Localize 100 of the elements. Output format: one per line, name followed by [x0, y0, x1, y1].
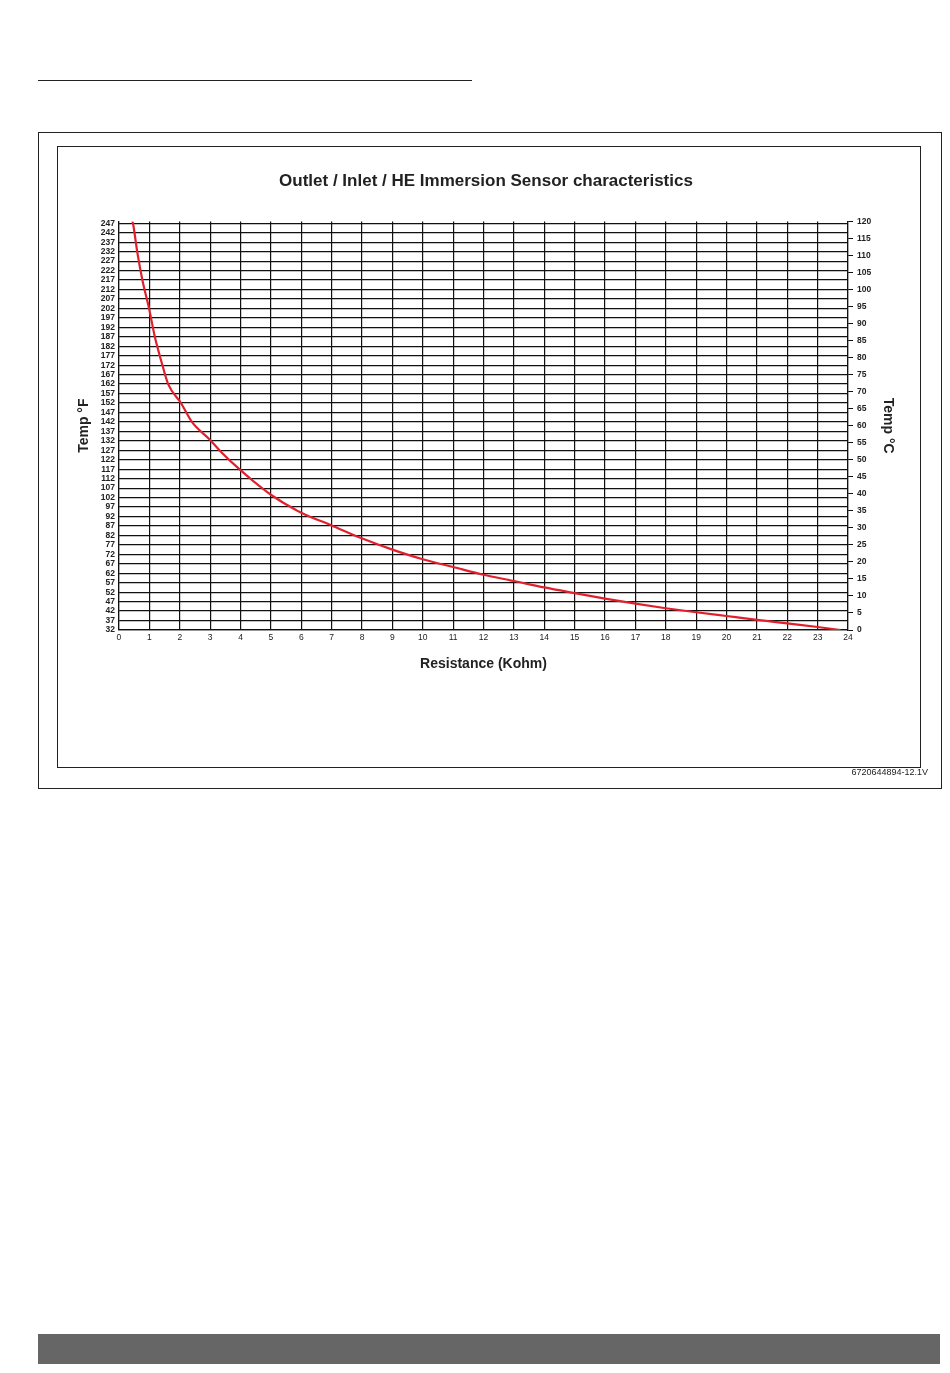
line-series: [131, 221, 842, 630]
y-tick-label: 167: [100, 368, 116, 379]
x-tick-label: 16: [600, 632, 610, 643]
x-tick-label: 11: [448, 632, 458, 643]
y2-tick-label: 40: [857, 488, 867, 499]
y-tick-label: 127: [100, 444, 116, 455]
y2-tick-label: 105: [857, 266, 872, 277]
y-tick-label: 147: [100, 406, 116, 417]
x-tick-label: 24: [843, 632, 854, 643]
x-tick-label: 6: [298, 632, 304, 643]
y2-tick-label: 110: [857, 249, 871, 260]
y2-tick-label: 55: [857, 437, 867, 448]
y-tick-label: 192: [100, 321, 116, 332]
y-tick-label: 177: [100, 350, 116, 361]
y-tick-label: 237: [100, 236, 116, 247]
y-tick-label: 242: [100, 227, 116, 238]
y-tick-label: 92: [105, 510, 116, 521]
y2-tick-label: 80: [857, 351, 867, 362]
y-tick-label: 117: [101, 463, 116, 474]
x-tick-label: 22: [782, 632, 793, 643]
y-tick-label: 157: [100, 387, 116, 398]
y-tick-label: 162: [100, 378, 116, 389]
y-tick-label: 197: [100, 312, 116, 323]
y-tick-label: 57: [105, 577, 116, 588]
y-tick-label: 107: [100, 482, 116, 493]
y2-tick-label: 115: [857, 232, 871, 243]
x-tick-label: 4: [238, 632, 244, 643]
y-tick-label: 72: [105, 548, 116, 559]
y-tick-label: 222: [100, 264, 116, 275]
y-tick-label: 187: [100, 331, 116, 342]
y-tick-label: 32: [105, 624, 116, 635]
y-tick-label: 132: [100, 435, 116, 446]
y-tick-label: 172: [100, 359, 116, 370]
y2-tick-label: 100: [857, 283, 872, 294]
x-tick-label: 19: [691, 632, 702, 643]
y-tick-label: 122: [100, 454, 116, 465]
y2-tick-label: 90: [857, 317, 867, 328]
y2-axis-title: Temp °C: [880, 397, 897, 454]
x-tick-label: 23: [812, 632, 823, 643]
x-tick-label: 15: [569, 632, 580, 643]
y-tick-label: 42: [105, 605, 116, 616]
x-tick-label: 13: [509, 632, 519, 643]
x-tick-label: 10: [418, 632, 428, 643]
x-tick-label: 20: [721, 632, 732, 643]
y2-tick-label: 60: [857, 420, 867, 431]
y-tick-label: 62: [105, 567, 116, 578]
y-tick-label: 87: [105, 520, 116, 531]
x-tick-label: 3: [207, 632, 213, 643]
x-tick-label: 2: [177, 632, 183, 643]
y2-tick-label: 5: [857, 607, 863, 618]
y-tick-label: 217: [100, 274, 116, 285]
y2-tick-label: 95: [857, 300, 867, 311]
y2-tick-label: 0: [857, 624, 863, 635]
y-tick-label: 102: [100, 491, 116, 502]
y2-tick-label: 35: [857, 505, 867, 516]
x-tick-label: 14: [539, 632, 550, 643]
y-tick-label: 97: [105, 501, 116, 512]
y-tick-label: 232: [100, 246, 116, 257]
y2-tick-label: 20: [857, 556, 867, 567]
y-axis-title: Temp °F: [75, 398, 92, 453]
y2-tick-label: 10: [857, 590, 867, 601]
y-tick-label: 182: [100, 340, 116, 351]
y2-tick-label: 50: [857, 454, 867, 465]
y-tick-label: 247: [100, 217, 116, 228]
y2-tick-label: 65: [857, 403, 867, 414]
x-tick-label: 17: [630, 632, 641, 643]
x-tick-label: 5: [268, 632, 274, 643]
x-tick-label: 18: [661, 632, 671, 643]
y-tick-label: 207: [100, 293, 116, 304]
y-tick-label: 82: [105, 529, 116, 540]
y-tick-label: 137: [100, 425, 116, 436]
text: 6720644894-12.1V: [851, 767, 928, 777]
y2-tick-label: 85: [857, 334, 867, 345]
y-tick-label: 47: [105, 595, 116, 606]
y-tick-label: 77: [105, 539, 116, 550]
x-tick-label: 12: [478, 632, 489, 643]
x-tick-label: 9: [390, 632, 395, 643]
x-axis-title: Resistance (Kohm): [420, 655, 547, 672]
y-tick-label: 202: [100, 302, 116, 313]
y-tick-label: 142: [100, 416, 116, 427]
x-tick-label: 7: [329, 632, 335, 643]
y-tick-label: 67: [105, 558, 116, 569]
x-tick-label: 8: [359, 632, 365, 643]
y-tick-label: 37: [105, 614, 116, 625]
y2-tick-label: 45: [857, 471, 867, 482]
y-tick-label: 212: [100, 283, 116, 294]
chart-title: Outlet / Inlet / HE Immersion Sensor characteristics: [279, 170, 693, 190]
y2-tick-label: 120: [857, 215, 872, 226]
y-tick-label: 227: [100, 255, 116, 266]
y2-tick-label: 25: [857, 539, 867, 550]
y2-tick-label: 75: [857, 368, 867, 379]
y-tick-label: 112: [101, 473, 116, 484]
y-tick-label: 52: [105, 586, 116, 597]
y2-tick-label: 30: [857, 522, 867, 533]
y-tick-label: 152: [100, 397, 116, 408]
x-tick-label: 1: [146, 632, 152, 643]
y2-tick-label: 70: [857, 385, 867, 396]
x-tick-label: 21: [752, 632, 762, 643]
x-tick-label: 0: [116, 632, 122, 643]
y2-tick-label: 15: [857, 573, 867, 584]
